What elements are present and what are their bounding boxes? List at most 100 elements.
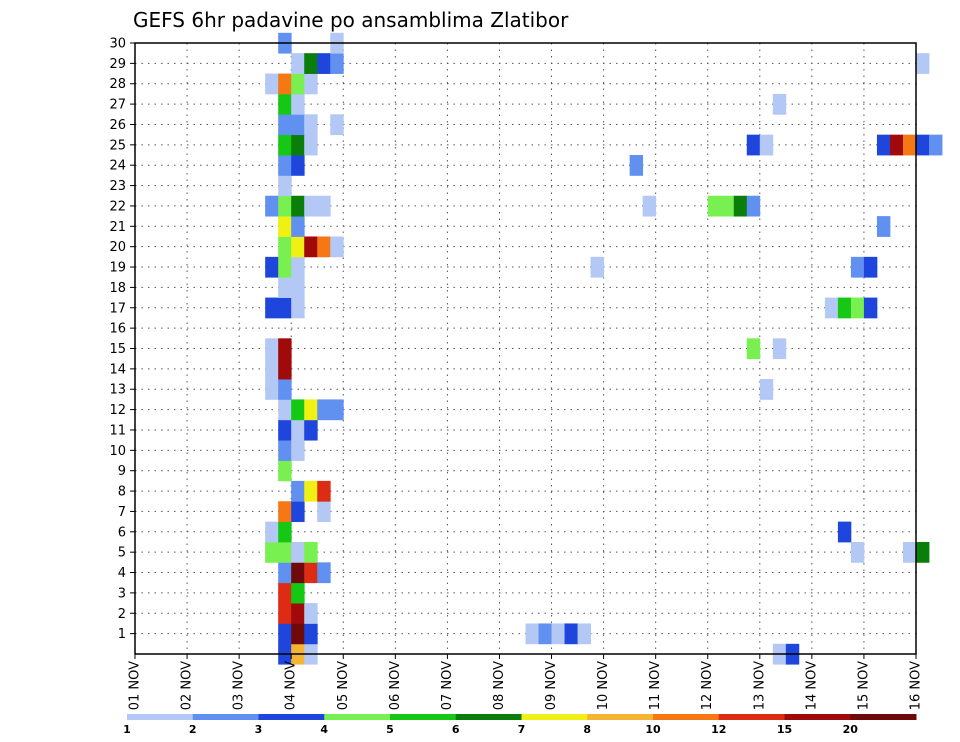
precip-cell [304,114,318,136]
precip-cell [902,541,917,563]
x-axis: 01 NOV 02 NOV 03 NOV 04 NOV 05 NOV 06 NOV 07 N… [128,654,924,710]
precip-cell [291,277,305,298]
y-tick-label: 6 [118,525,126,540]
x-tick-label: 07 NOV [440,661,455,710]
precip-cell [291,93,305,115]
x-tick-label: 14 NOV [804,661,819,710]
y-tick-label: 27 [109,98,126,113]
precip-cell [629,155,644,176]
colorbar-label: 1 [123,723,131,736]
y-tick-label: 30 [109,37,126,52]
y-tick-label: 23 [109,179,126,194]
precip-cell [291,623,305,645]
colorbar-swatch [850,714,917,720]
y-tick-label: 25 [109,138,126,153]
precip-cell [291,603,305,624]
precip-cell [278,562,292,584]
precip-cell [304,134,318,156]
precip-cell [304,195,318,217]
precip-cell [317,236,331,258]
precip-cell [304,603,318,624]
y-tick-label: 29 [109,57,126,72]
x-tick-label: 16 NOV [909,661,924,710]
y-tick-label: 21 [109,220,126,235]
precip-cell [876,134,891,156]
colorbar-swatch [784,714,851,720]
precip-cell [291,440,305,461]
y-tick-label: 16 [109,322,126,337]
precip-cell [278,582,292,604]
precip-cell [278,603,292,624]
x-tick-label: 12 NOV [700,661,715,710]
precip-cell [278,419,292,441]
y-tick-label: 7 [118,505,126,520]
precip-cell [772,93,787,115]
y-tick-label: 22 [109,199,126,214]
precip-cell [304,480,318,502]
precip-cell [317,195,331,217]
precip-cell [330,53,344,74]
precip-cell [317,480,331,502]
precip-cell [564,623,578,645]
precip-cell [317,562,331,584]
precip-cell [291,582,305,604]
precip-cells [265,32,943,665]
precip-cell [278,379,292,400]
precip-cell [746,195,761,217]
precip-cell [330,399,344,421]
colorbar-legend: 1 2 3 4 5 6 7 8 10 12 15 20 [123,714,917,736]
precip-cell [304,562,318,584]
y-tick-label: 20 [109,240,126,255]
precip-cell [265,521,279,543]
y-tick-label: 26 [109,118,126,133]
y-tick-label: 11 [109,423,126,438]
precip-cell [772,338,787,360]
x-tick-label: 06 NOV [388,661,403,710]
y-tick-label: 17 [109,301,126,316]
precip-cell [278,256,292,278]
y-tick-label: 2 [118,607,126,622]
x-tick-label: 02 NOV [180,661,195,710]
precip-cell [304,53,318,74]
precip-cell [291,53,305,74]
precip-cell [902,134,917,156]
precip-cell [291,297,305,319]
precip-cell [278,501,292,523]
precip-cell [577,623,591,645]
colorbar-swatch [390,714,457,720]
x-tick-label: 11 NOV [648,661,663,710]
precip-cell [265,358,279,380]
x-tick-label: 05 NOV [336,661,351,710]
precip-cell [278,175,292,197]
colorbar-label: 12 [711,723,726,736]
y-tick-label: 3 [118,586,126,601]
precip-cell [720,195,735,217]
precip-cell [317,53,331,74]
y-tick-label: 10 [109,444,126,459]
colorbar-label: 5 [386,723,394,736]
precip-cell [278,623,292,645]
grid [135,43,916,654]
y-tick-label: 12 [109,403,126,418]
precip-cell [317,501,331,523]
y-tick-label: 8 [118,485,126,500]
precip-cell [291,541,305,563]
precip-cell [876,216,891,237]
precip-cell [278,399,292,421]
precip-cell [265,541,279,563]
precip-cell [707,195,722,217]
precip-cell [291,562,305,584]
precip-cell [916,53,930,74]
precip-cell [304,236,318,258]
precip-cell [929,134,943,156]
precip-cell [278,195,292,217]
y-tick-label: 1 [118,627,126,642]
colorbar-label: 3 [255,723,263,736]
precip-cell [642,195,657,217]
precip-cell [265,297,279,319]
colorbar-label: 2 [189,723,197,736]
precip-cell [278,277,292,298]
precip-cell [837,297,852,319]
colorbar-swatch [521,714,588,720]
